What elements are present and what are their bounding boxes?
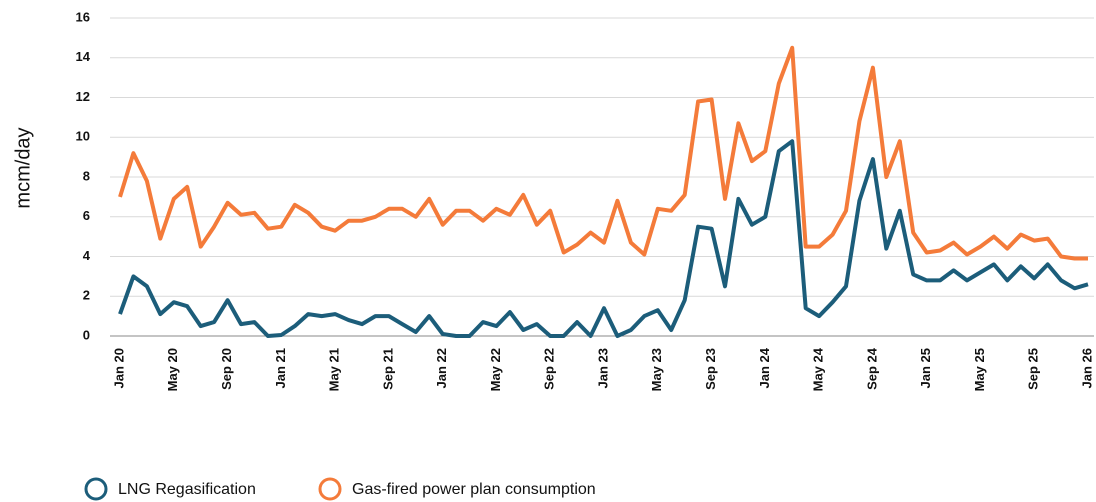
x-tick-label: May 25 bbox=[972, 348, 987, 391]
x-tick-label: Jan 20 bbox=[111, 348, 126, 388]
y-tick-label: 12 bbox=[76, 89, 90, 104]
x-tick-label: Jan 26 bbox=[1079, 348, 1094, 388]
x-tick-label: Jan 25 bbox=[918, 348, 933, 388]
y-tick-label: 16 bbox=[76, 9, 90, 24]
y-tick-label: 14 bbox=[76, 49, 91, 64]
x-tick-label: May 23 bbox=[649, 348, 664, 391]
x-tick-label: Sep 23 bbox=[703, 348, 718, 390]
legend-marker bbox=[84, 477, 108, 501]
x-tick-label: May 24 bbox=[811, 347, 826, 391]
x-tick-label: Jan 22 bbox=[434, 348, 449, 388]
x-tick-label: Jan 21 bbox=[273, 348, 288, 388]
x-tick-label: Sep 25 bbox=[1026, 348, 1041, 390]
y-tick-label: 8 bbox=[83, 168, 90, 183]
y-tick-label: 10 bbox=[76, 129, 90, 144]
y-tick-label: 2 bbox=[83, 288, 90, 303]
x-tick-label: Sep 24 bbox=[864, 347, 879, 390]
x-tick-label: May 22 bbox=[488, 348, 503, 391]
legend-label: Gas-fired power plan consumption bbox=[352, 481, 596, 498]
y-tick-label: 0 bbox=[83, 327, 90, 342]
series-line bbox=[118, 45, 1088, 261]
x-tick-label: Sep 21 bbox=[380, 348, 395, 390]
legend-marker bbox=[318, 477, 342, 501]
x-tick-label: Sep 22 bbox=[542, 348, 557, 390]
y-axis-label: mcm/day bbox=[12, 127, 34, 208]
x-tick-label: Jan 24 bbox=[757, 347, 772, 388]
legend-label: LNG Regasification bbox=[118, 481, 256, 498]
x-tick-label: May 21 bbox=[327, 348, 342, 391]
y-tick-label: 4 bbox=[83, 248, 91, 263]
x-tick-label: May 20 bbox=[165, 348, 180, 391]
series-line bbox=[118, 139, 1089, 338]
y-tick-label: 6 bbox=[83, 208, 90, 223]
x-tick-label: Sep 20 bbox=[219, 348, 234, 390]
x-tick-label: Jan 23 bbox=[595, 348, 610, 388]
